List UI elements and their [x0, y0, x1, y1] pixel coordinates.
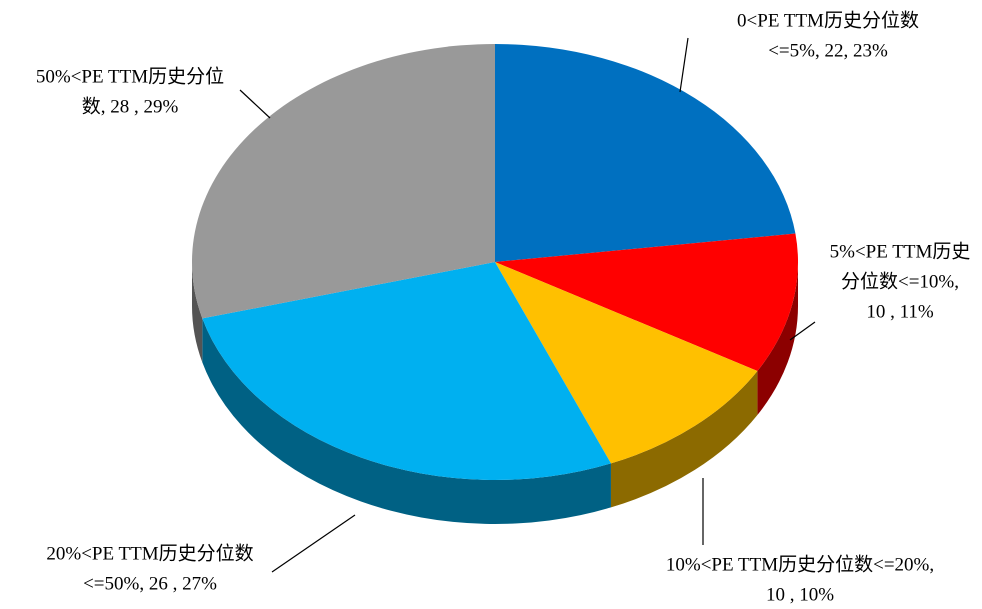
slice	[191, 44, 495, 319]
leader-line	[271, 514, 356, 573]
data-label: 10%<PE TTM历史分位数<=20%,	[666, 553, 934, 575]
leader-line	[239, 89, 271, 119]
slice	[495, 44, 796, 262]
data-label: 数, 28 , 29%	[82, 95, 179, 117]
data-label: 50%<PE TTM历史分位	[36, 65, 224, 87]
slice-side	[757, 262, 798, 415]
labels: 0<PE TTM历史分位数 <=5%, 22, 23% 5%<PE TTM历史分位数…	[36, 9, 971, 605]
data-label: 10 , 10%	[766, 584, 834, 604]
slice-side	[610, 371, 758, 508]
slice-side	[202, 318, 611, 524]
slice-side	[192, 262, 203, 363]
data-label: 20%<PE TTM历史分位数	[46, 542, 253, 564]
data-label: 10 , 11%	[866, 301, 934, 322]
pie-sides	[192, 262, 798, 524]
data-label: 5%<PE TTM历史	[830, 240, 971, 262]
data-label: <=5%, 22, 23%	[768, 40, 888, 61]
data-label: 分位数<=10%,	[841, 270, 959, 292]
pie-tops	[191, 44, 798, 480]
data-label: <=50%, 26 , 27%	[83, 573, 217, 594]
data-label: 0<PE TTM历史分位数	[737, 9, 919, 31]
slice	[202, 262, 611, 480]
slice	[495, 262, 758, 464]
leader-line	[679, 37, 689, 93]
slice	[495, 233, 798, 371]
leader-line	[789, 321, 816, 341]
